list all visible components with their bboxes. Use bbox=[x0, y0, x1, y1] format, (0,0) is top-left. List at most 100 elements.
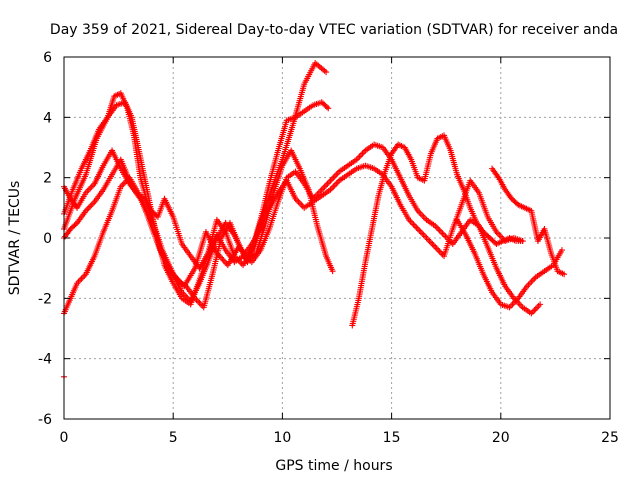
data-point bbox=[425, 236, 431, 243]
data-point bbox=[433, 224, 440, 231]
data-point bbox=[525, 281, 532, 288]
data-point bbox=[219, 256, 226, 263]
data-point bbox=[436, 227, 443, 234]
data-point bbox=[197, 301, 204, 308]
data-point bbox=[72, 221, 79, 228]
data-point bbox=[496, 231, 503, 238]
data-point bbox=[194, 298, 201, 305]
data-point bbox=[320, 185, 327, 192]
data-point bbox=[433, 245, 440, 252]
data-point bbox=[432, 244, 439, 251]
data-point bbox=[79, 274, 86, 281]
data-point bbox=[330, 174, 337, 181]
data-point bbox=[87, 185, 94, 192]
data-point bbox=[512, 298, 519, 305]
axis-ticks bbox=[63, 56, 611, 420]
data-point bbox=[181, 292, 188, 299]
x-tick-label: 0 bbox=[60, 430, 69, 446]
data-point bbox=[442, 233, 449, 240]
data-point bbox=[532, 305, 539, 312]
data-point bbox=[325, 105, 332, 112]
x-tick-label: 25 bbox=[601, 430, 619, 446]
data-point bbox=[528, 278, 535, 285]
data-point bbox=[85, 204, 92, 211]
data-point bbox=[77, 277, 84, 284]
data-point bbox=[439, 230, 446, 237]
data-point bbox=[329, 268, 336, 275]
data-point bbox=[537, 301, 544, 308]
data-point bbox=[429, 241, 436, 248]
data-point bbox=[330, 183, 337, 190]
data-point bbox=[327, 177, 334, 184]
data-point bbox=[419, 212, 426, 219]
data-point bbox=[334, 170, 341, 177]
data-point bbox=[78, 275, 85, 282]
data-point bbox=[296, 200, 303, 207]
data-point bbox=[420, 213, 427, 220]
data-point bbox=[435, 247, 442, 254]
data-point bbox=[331, 182, 338, 189]
series-track-7 bbox=[454, 216, 565, 311]
data-point bbox=[510, 299, 517, 306]
data-point bbox=[328, 176, 335, 183]
x-tick-label: 5 bbox=[169, 430, 178, 446]
data-point bbox=[441, 231, 448, 238]
data-point bbox=[516, 301, 523, 308]
data-point bbox=[416, 227, 423, 234]
data-point bbox=[220, 257, 227, 264]
data-point bbox=[295, 198, 302, 205]
data-point bbox=[519, 238, 526, 245]
y-tick-label: 0 bbox=[43, 231, 52, 247]
data-point bbox=[427, 239, 434, 246]
data-point bbox=[420, 231, 427, 238]
x-tick-label: 15 bbox=[383, 430, 401, 446]
data-point bbox=[518, 302, 525, 309]
data-point bbox=[535, 302, 542, 309]
data-point bbox=[323, 182, 330, 189]
data-point bbox=[90, 200, 97, 207]
data-point bbox=[417, 210, 424, 217]
data-marks bbox=[61, 60, 568, 380]
data-point bbox=[87, 203, 94, 210]
data-point bbox=[88, 201, 95, 208]
y-tick-label: -2 bbox=[38, 291, 52, 307]
data-point bbox=[356, 153, 363, 160]
data-point bbox=[331, 173, 338, 180]
data-point bbox=[426, 238, 433, 245]
data-point bbox=[413, 224, 420, 231]
data-point bbox=[423, 235, 430, 241]
data-point bbox=[358, 152, 365, 159]
y-tick-label: -6 bbox=[38, 412, 52, 428]
y-tick-label: 4 bbox=[43, 110, 52, 126]
data-point bbox=[360, 149, 367, 156]
data-point bbox=[408, 219, 415, 226]
data-point bbox=[333, 171, 340, 178]
data-point bbox=[534, 304, 541, 311]
y-tick-label: 6 bbox=[43, 50, 52, 66]
grid-layer bbox=[64, 57, 610, 419]
data-point bbox=[328, 185, 335, 192]
data-point bbox=[85, 186, 92, 193]
data-point bbox=[323, 69, 330, 76]
data-point bbox=[359, 150, 366, 157]
data-point bbox=[321, 183, 328, 190]
data-point bbox=[438, 228, 445, 235]
data-point bbox=[355, 155, 362, 162]
data-point bbox=[419, 230, 426, 237]
data-point bbox=[513, 296, 520, 303]
x-tick-label: 10 bbox=[273, 430, 291, 446]
data-point bbox=[531, 275, 538, 282]
data-point bbox=[435, 225, 442, 232]
data-point bbox=[84, 206, 91, 213]
data-point bbox=[422, 215, 429, 222]
data-point bbox=[430, 242, 437, 249]
y-tick-label: 2 bbox=[43, 171, 52, 187]
series-track-8 bbox=[489, 165, 568, 278]
x-axis-label: GPS time / hours bbox=[275, 458, 392, 474]
series-track-6 bbox=[349, 132, 526, 329]
data-point bbox=[324, 180, 331, 187]
data-point bbox=[414, 225, 421, 232]
data-point bbox=[561, 271, 568, 278]
data-point bbox=[526, 280, 533, 287]
